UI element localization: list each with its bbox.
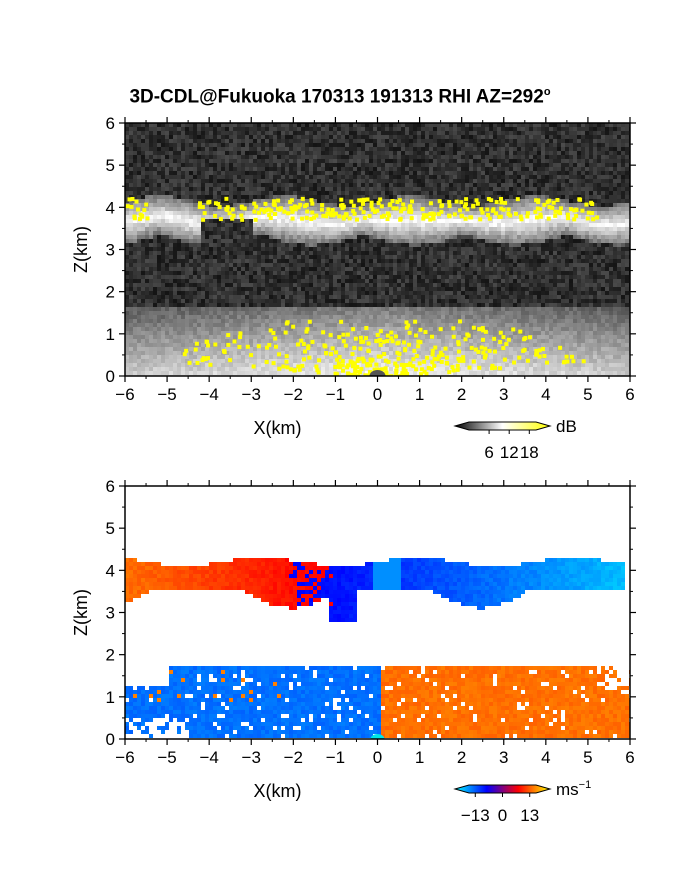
y-tick-label: 4 xyxy=(106,198,115,217)
x-tick-label: 5 xyxy=(583,385,592,404)
colorbar-bar xyxy=(453,784,552,794)
x-tick-label: −1 xyxy=(326,748,345,767)
x-tick-label: 3 xyxy=(499,385,508,404)
x-tick-label: −5 xyxy=(157,385,176,404)
x-tick-label: −3 xyxy=(242,748,261,767)
x-tick-label: −6 xyxy=(115,748,134,767)
y-tick-label: 1 xyxy=(106,688,115,707)
chart-title: 3D-CDL@Fukuoka 170313 191313 RHI AZ=292o xyxy=(129,86,551,108)
x-tick-label: −6 xyxy=(115,385,134,404)
x-tick-label: 6 xyxy=(625,385,634,404)
x-tick-label: 4 xyxy=(541,385,550,404)
y-tick-label: 5 xyxy=(106,156,115,175)
colorbar: −13 0 13 ms−1 xyxy=(453,779,591,825)
y-tick-label: 0 xyxy=(106,730,115,749)
y-tick-label: 2 xyxy=(106,646,115,665)
x-tick-label: 2 xyxy=(457,385,466,404)
y-tick-label: 4 xyxy=(106,561,115,580)
x-tick-label: 1 xyxy=(415,385,424,404)
x-tick-label: −2 xyxy=(284,385,303,404)
x-tick-label: −1 xyxy=(326,385,345,404)
colorbar-unit: ms−1 xyxy=(556,779,591,799)
x-tick-label: −5 xyxy=(157,748,176,767)
x-tick-label: 3 xyxy=(499,748,508,767)
x-tick-label: −4 xyxy=(199,748,218,767)
x-tick-label: 0 xyxy=(373,748,382,767)
x-tick-label: −2 xyxy=(284,748,303,767)
data-field xyxy=(125,123,630,376)
colorbar-bar xyxy=(453,421,552,431)
colorbar-tick-label: 13 xyxy=(520,806,539,825)
x-tick-label: 4 xyxy=(541,748,550,767)
y-tick-label: 6 xyxy=(106,114,115,133)
x-tick-label: 2 xyxy=(457,748,466,767)
x-tick-label: 5 xyxy=(583,748,592,767)
colorbar-tick-label: 6 xyxy=(484,443,493,462)
y-tick-label: 0 xyxy=(106,367,115,386)
x-tick-label: 1 xyxy=(415,748,424,767)
colorbar-tick-label: 0 xyxy=(498,806,507,825)
x-tick-label: −3 xyxy=(242,385,261,404)
y-tick-label: 3 xyxy=(106,604,115,623)
y-tick-label: 5 xyxy=(106,519,115,538)
velocity-panel: −6 −5 −4 −3 −2 −1 0 1 2 3 4 5 6 0 1 2 3 4 5 6 X(km) Z(km) −13 0… xyxy=(71,477,636,825)
x-tick-label: 0 xyxy=(373,385,382,404)
data-field xyxy=(125,486,630,739)
colorbar-tick-label: 12 xyxy=(500,443,519,462)
colorbar-unit: dB xyxy=(556,417,577,436)
y-tick-label: 6 xyxy=(106,477,115,496)
x-axis-label: X(km) xyxy=(254,781,302,801)
y-axis-label: Z(km) xyxy=(71,226,91,273)
y-axis-label: Z(km) xyxy=(71,589,91,636)
x-axis-label: X(km) xyxy=(254,418,302,438)
y-tick-label: 1 xyxy=(106,325,115,344)
colorbar-tick-label: 18 xyxy=(520,443,539,462)
colorbar-tick-label: −13 xyxy=(461,806,490,825)
y-tick-label: 3 xyxy=(106,241,115,260)
x-tick-label: 6 xyxy=(625,748,634,767)
x-tick-label: −4 xyxy=(199,385,218,404)
colorbar: 6 12 18 dB xyxy=(453,417,577,462)
y-tick-label: 2 xyxy=(106,283,115,302)
